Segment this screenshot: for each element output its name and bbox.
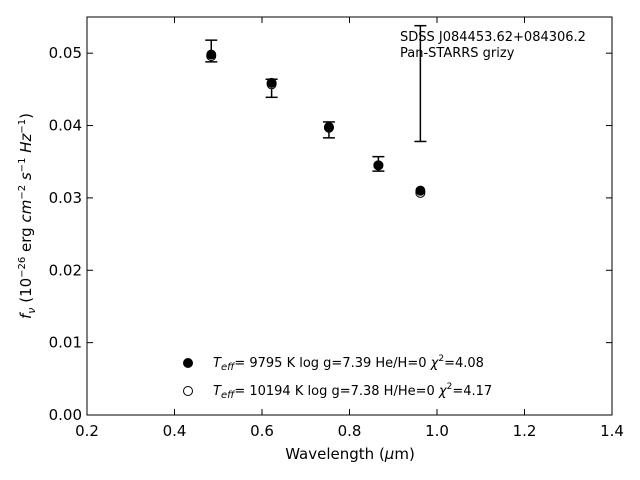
model-h-point (266, 77, 277, 88)
y-axis-title: fν (10−26 erg cm−2 s−1 Hz−1) (17, 113, 38, 319)
x-tick-label: 1.4 (600, 422, 624, 440)
model-h-point (206, 49, 217, 60)
x-tick-label: 0.4 (163, 422, 187, 440)
model-h-markers (206, 49, 426, 196)
x-axis-ticks: 0.2 0.4 0.6 0.8 1.0 1.2 1.4 (75, 17, 624, 440)
x-tick-label: 0.6 (250, 422, 274, 440)
x-tick-label: 1.2 (513, 422, 537, 440)
model-h-point (373, 160, 384, 171)
svg-text:fν (10−26 erg cm−2 s−1 Hz−1): fν (10−26 erg cm−2 s−1 Hz−1) (17, 113, 38, 319)
y-tick-label: 0.04 (49, 117, 82, 135)
model-h-point (415, 185, 426, 196)
y-tick-label: 0.02 (49, 261, 82, 279)
legend-marker-filled (183, 358, 193, 368)
model-h-point (323, 121, 334, 132)
y-tick-label: 0.01 (49, 334, 82, 352)
legend: Teff= 9795 K log g=7.39 He/H=0 χ2=4.08 T… (183, 354, 492, 401)
y-axis-ticks: 0.00 0.01 0.02 0.03 0.04 0.05 (49, 44, 612, 424)
legend-label-h-model: Teff= 9795 K log g=7.39 He/H=0 χ2=4.08 (213, 354, 484, 373)
y-tick-label: 0.05 (49, 44, 82, 62)
y-tick-label: 0.00 (49, 406, 82, 424)
x-tick-label: 0.8 (338, 422, 362, 440)
x-tick-label: 0.2 (75, 422, 99, 440)
annotation-object-name: SDSS J084453.62+084306.2 (400, 30, 586, 45)
model-he-markers (206, 51, 426, 198)
y-tick-label: 0.03 (49, 189, 82, 207)
x-tick-label: 1.0 (425, 422, 449, 440)
legend-label-he-model: Teff= 10194 K log g=7.38 H/He=0 χ2=4.17 (213, 382, 492, 401)
annotation-survey-name: Pan-STARRS grizy (400, 46, 515, 61)
observed-error-bars (205, 24, 427, 172)
x-axis-title: Wavelength (μm) (285, 445, 415, 463)
legend-marker-open (183, 386, 193, 396)
